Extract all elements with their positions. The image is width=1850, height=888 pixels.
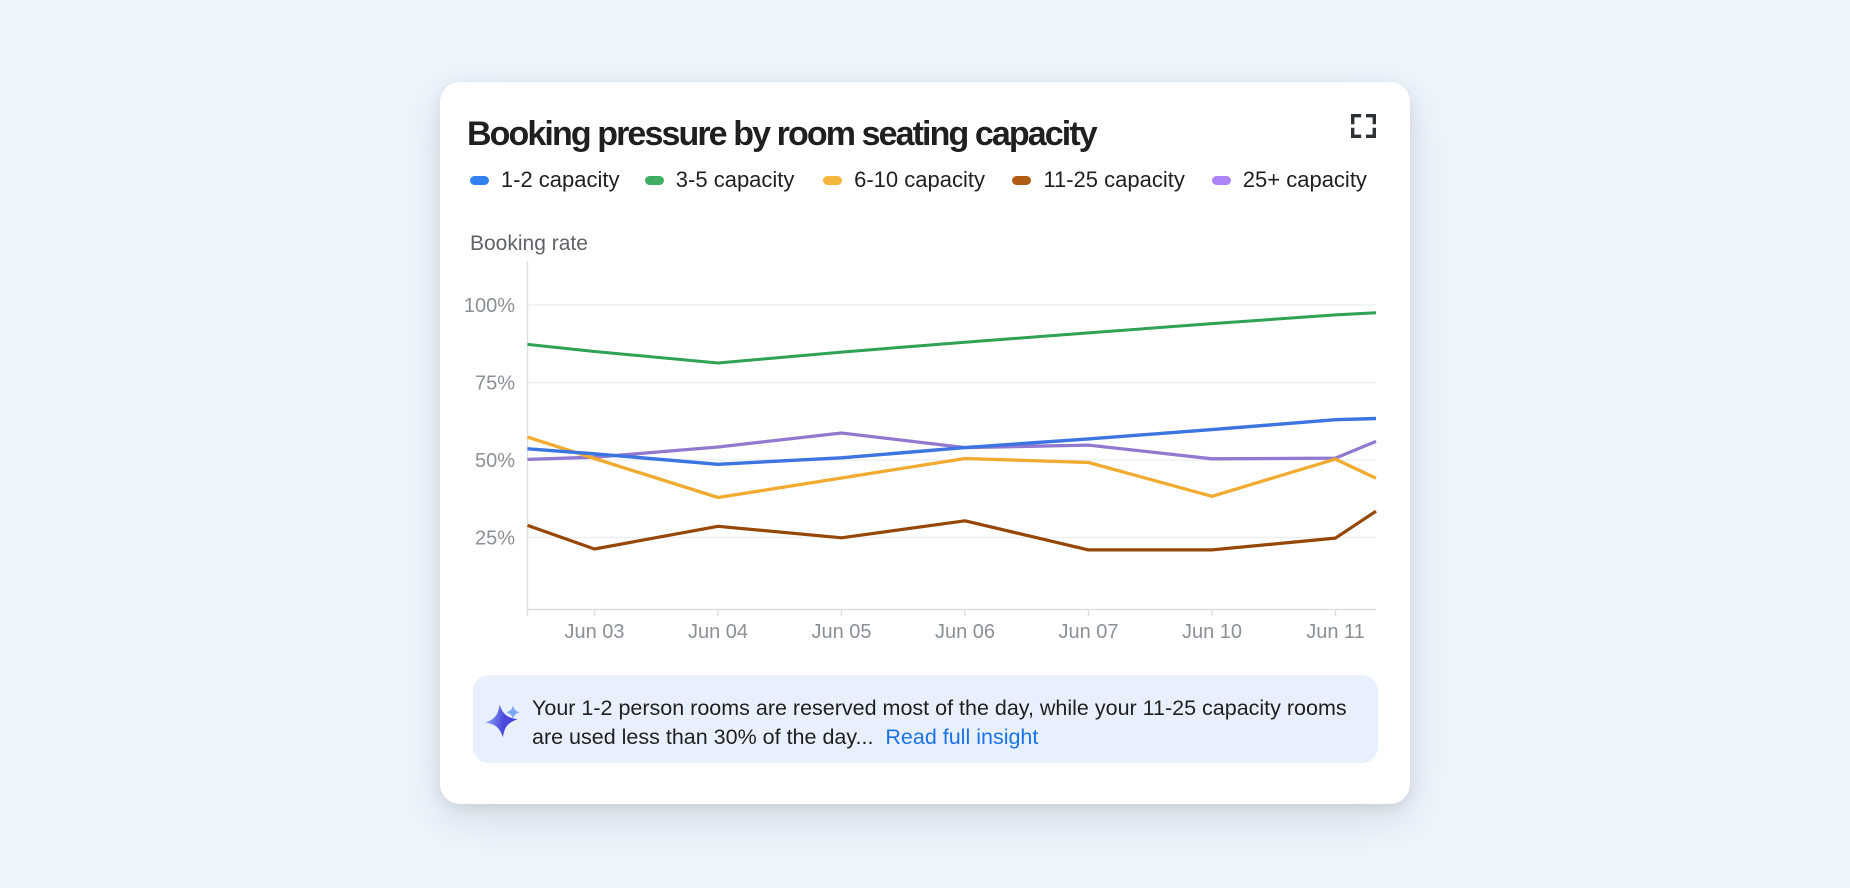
svg-text:Jun 11: Jun 11 — [1306, 621, 1365, 643]
svg-text:50%: 50% — [475, 450, 515, 472]
svg-text:Booking rate: Booking rate — [470, 232, 588, 255]
svg-text:25%: 25% — [475, 528, 515, 550]
svg-text:75%: 75% — [475, 373, 515, 395]
svg-text:Jun 07: Jun 07 — [1058, 621, 1118, 643]
svg-text:Jun 05: Jun 05 — [811, 621, 871, 643]
svg-text:Jun 03: Jun 03 — [564, 621, 624, 643]
svg-text:100%: 100% — [464, 295, 515, 317]
svg-text:Jun 04: Jun 04 — [688, 621, 748, 643]
svg-text:Jun 06: Jun 06 — [935, 621, 995, 643]
svg-text:Jun 10: Jun 10 — [1182, 621, 1242, 643]
